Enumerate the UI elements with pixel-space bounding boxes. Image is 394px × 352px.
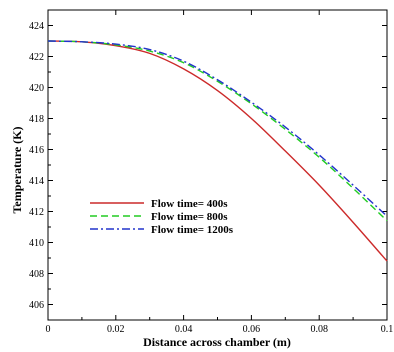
plot-frame	[47, 9, 388, 321]
series-line-2	[47, 40, 388, 222]
y-tick-label: 420	[29, 83, 44, 94]
x-tick-label: 0.04	[175, 324, 193, 335]
y-axis-title: Temperature (K)	[10, 127, 24, 214]
x-tick-label: 0.02	[107, 324, 125, 335]
x-tick-label: 0.1	[381, 324, 394, 335]
y-tick-label: 418	[29, 114, 44, 125]
y-tick-label: 414	[29, 176, 44, 187]
legend-label-3: Flow time= 1200s	[151, 224, 234, 236]
x-axis-title: Distance across chamber (m)	[143, 335, 291, 349]
y-tick-label: 424	[29, 21, 44, 32]
y-tick-label: 416	[29, 145, 44, 156]
y-tick-label: 408	[29, 269, 44, 280]
legend-label-2: Flow time= 800s	[151, 211, 228, 223]
y-tick-label: 406	[29, 300, 44, 311]
x-tick-label: 0.06	[243, 324, 261, 335]
y-tick-label: 422	[29, 52, 44, 63]
y-tick-label: 412	[29, 207, 44, 218]
series-line-3	[47, 40, 388, 217]
x-tick-label: 0.08	[310, 324, 328, 335]
x-tick-label: 0	[46, 324, 51, 335]
y-tick-label: 410	[29, 238, 44, 249]
legend-label-1: Flow time= 400s	[151, 198, 228, 210]
